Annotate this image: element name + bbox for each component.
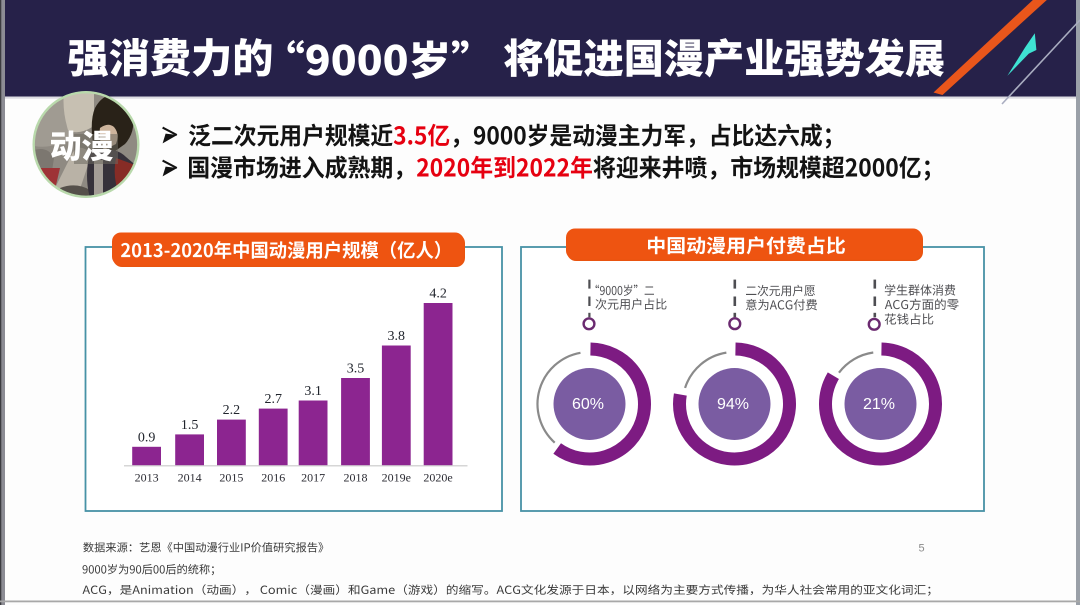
svg-text:0.9: 0.9 xyxy=(138,430,156,445)
svg-text:60%: 60% xyxy=(572,396,604,413)
svg-text:3.1: 3.1 xyxy=(304,384,322,399)
svg-text:2014: 2014 xyxy=(178,471,202,485)
svg-text:4.2: 4.2 xyxy=(429,287,447,302)
svg-text:2016: 2016 xyxy=(261,471,285,485)
svg-text:2013: 2013 xyxy=(135,471,159,485)
svg-text:94%: 94% xyxy=(717,396,749,413)
svg-text:21%: 21% xyxy=(863,396,895,413)
svg-text:2015: 2015 xyxy=(219,471,243,485)
svg-text:5: 5 xyxy=(919,542,925,554)
svg-text:2017: 2017 xyxy=(301,471,325,485)
svg-text:2019e: 2019e xyxy=(382,471,411,485)
svg-text:2018: 2018 xyxy=(344,471,368,485)
svg-text:2.7: 2.7 xyxy=(264,392,282,407)
svg-text:3.8: 3.8 xyxy=(388,329,406,344)
svg-text:1.5: 1.5 xyxy=(181,418,199,433)
svg-text:2020e: 2020e xyxy=(423,471,452,485)
svg-text:2.2: 2.2 xyxy=(223,403,241,418)
svg-text:3.5: 3.5 xyxy=(347,362,365,377)
